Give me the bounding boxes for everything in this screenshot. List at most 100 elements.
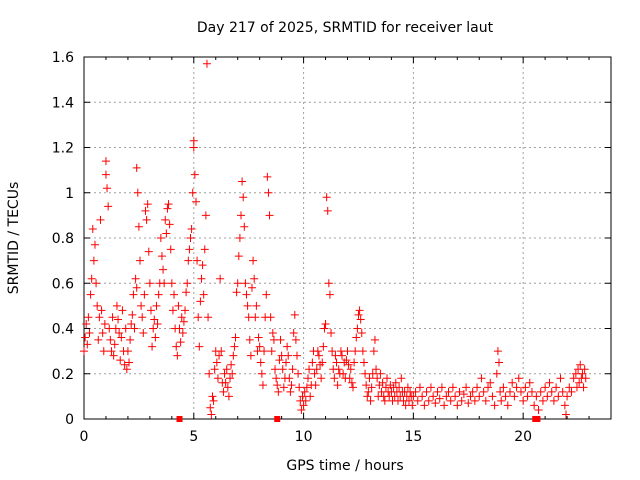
data-point bbox=[440, 401, 449, 410]
data-point bbox=[311, 381, 320, 390]
data-point bbox=[224, 392, 233, 401]
data-point bbox=[98, 329, 107, 338]
data-point bbox=[199, 290, 208, 299]
data-point bbox=[144, 247, 153, 256]
axis-ticks bbox=[83, 56, 611, 420]
data-point bbox=[418, 392, 427, 401]
y-tick-label: 1.2 bbox=[52, 141, 74, 157]
data-point bbox=[486, 378, 495, 387]
data-point bbox=[359, 358, 368, 367]
data-point bbox=[188, 188, 197, 197]
data-point bbox=[397, 374, 406, 383]
data-point bbox=[209, 396, 218, 405]
data-point bbox=[161, 215, 170, 224]
data-point bbox=[344, 360, 353, 369]
data-point bbox=[256, 358, 265, 367]
data-point bbox=[496, 387, 505, 396]
data-point bbox=[514, 374, 523, 383]
data-point bbox=[292, 351, 301, 360]
data-point bbox=[362, 381, 371, 390]
data-point bbox=[266, 313, 275, 322]
data-point bbox=[403, 383, 412, 392]
data-point bbox=[206, 403, 215, 412]
data-point bbox=[395, 383, 404, 392]
data-point bbox=[129, 290, 138, 299]
data-point bbox=[556, 374, 565, 383]
data-point bbox=[229, 351, 238, 360]
data-point bbox=[503, 401, 512, 410]
data-point bbox=[196, 297, 205, 306]
data-point bbox=[156, 234, 165, 242]
data-point bbox=[323, 206, 332, 215]
data-point bbox=[204, 313, 213, 322]
data-point bbox=[177, 313, 186, 322]
data-point bbox=[219, 387, 228, 396]
data-point bbox=[90, 240, 99, 249]
data-point bbox=[202, 59, 211, 68]
data-point bbox=[120, 360, 129, 369]
data-point bbox=[411, 387, 420, 396]
y-tick-label: 1.4 bbox=[52, 95, 74, 111]
data-point bbox=[278, 365, 287, 374]
data-point bbox=[347, 378, 356, 387]
data-point bbox=[322, 193, 331, 202]
data-point bbox=[118, 306, 127, 315]
data-point bbox=[227, 360, 236, 369]
data-point bbox=[356, 315, 365, 324]
data-point bbox=[142, 215, 151, 224]
data-point bbox=[160, 279, 169, 288]
data-point bbox=[466, 392, 475, 401]
data-point bbox=[109, 351, 118, 360]
data-point bbox=[123, 347, 132, 356]
data-point bbox=[378, 378, 387, 387]
data-point bbox=[273, 381, 282, 390]
data-point bbox=[138, 313, 147, 322]
data-point bbox=[499, 383, 508, 392]
data-point bbox=[351, 347, 360, 356]
data-point bbox=[444, 387, 453, 396]
data-point bbox=[334, 365, 343, 374]
data-point bbox=[492, 369, 501, 378]
data-point bbox=[525, 378, 534, 387]
data-point bbox=[208, 392, 217, 401]
data-point bbox=[547, 387, 556, 396]
data-point bbox=[87, 274, 96, 283]
data-point bbox=[251, 313, 260, 322]
data-point bbox=[324, 279, 333, 288]
data-point bbox=[575, 378, 584, 387]
data-point bbox=[83, 340, 92, 349]
data-point bbox=[231, 333, 240, 342]
data-point bbox=[167, 279, 176, 288]
y-tick-label: 0.2 bbox=[52, 367, 74, 383]
data-point bbox=[420, 401, 429, 410]
data-point bbox=[353, 324, 362, 333]
data-point bbox=[364, 387, 373, 396]
data-point bbox=[154, 290, 163, 299]
data-point bbox=[112, 301, 121, 310]
data-point bbox=[221, 378, 230, 387]
data-point bbox=[298, 392, 307, 401]
data-point bbox=[148, 342, 157, 351]
data-point bbox=[291, 335, 300, 344]
data-point bbox=[320, 324, 329, 333]
data-point bbox=[101, 170, 110, 179]
data-point bbox=[343, 347, 352, 356]
data-point bbox=[187, 224, 196, 233]
data-point bbox=[536, 387, 545, 396]
data-point bbox=[355, 306, 364, 315]
data-point bbox=[245, 335, 254, 344]
data-point bbox=[134, 222, 143, 231]
data-point bbox=[264, 188, 273, 197]
data-point bbox=[381, 383, 390, 392]
data-point bbox=[132, 283, 141, 292]
data-point bbox=[215, 351, 224, 360]
data-point bbox=[164, 200, 173, 209]
data-point bbox=[96, 215, 105, 224]
data-point bbox=[86, 290, 95, 299]
data-point bbox=[140, 290, 149, 299]
data-point bbox=[380, 396, 389, 405]
data-point bbox=[184, 256, 193, 265]
data-point bbox=[262, 290, 271, 299]
data-point bbox=[464, 399, 473, 408]
data-point bbox=[408, 401, 417, 410]
